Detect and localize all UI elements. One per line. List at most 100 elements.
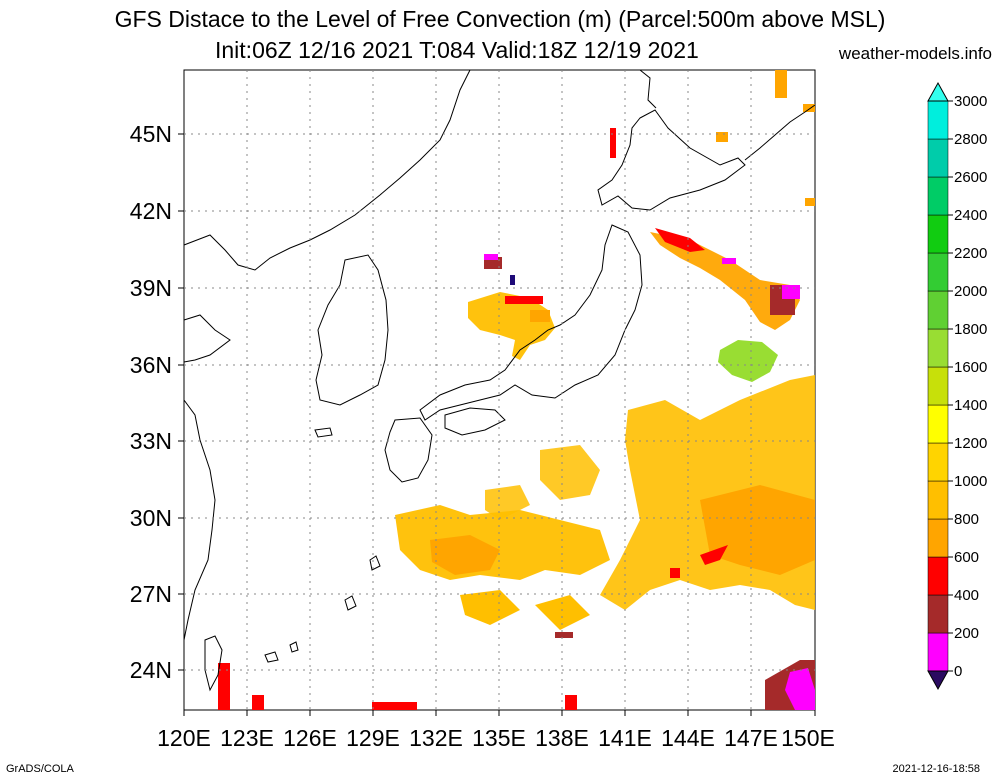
shade-top-orange3: [803, 104, 815, 112]
coast-ryukyu4: [289, 641, 299, 653]
colorbar-label: 2600: [954, 169, 987, 186]
lon-tick-label: 147E: [724, 725, 778, 751]
colorbar-label: 3000: [954, 93, 987, 110]
colorbar-label: 0: [954, 663, 962, 680]
shade-mid-scatter: [540, 445, 600, 500]
shade-south-core: [430, 535, 500, 575]
shade-sw-red4: [565, 695, 577, 710]
coast-kurils: [744, 104, 816, 161]
lon-tick-label: 135E: [472, 725, 526, 751]
shade-red-patch: [505, 296, 543, 304]
colorbar-label: 1200: [954, 435, 987, 452]
lat-tick-label: 24N: [130, 657, 172, 683]
colorbar-label: 200: [954, 625, 979, 642]
shade-sw-red3: [372, 702, 417, 710]
colorbar-label: 2400: [954, 207, 987, 224]
lat-tick-label: 30N: [130, 505, 172, 531]
coast-china: [183, 314, 231, 363]
colorbar-segment: [927, 594, 949, 634]
shade-top-orange: [716, 132, 728, 142]
coast-mainland: [183, 69, 471, 271]
shade-south-scatter: [460, 590, 520, 625]
lat-tick-label: 36N: [130, 352, 172, 378]
colorbar-segment: [927, 518, 949, 558]
colorbar-segment: [927, 290, 949, 330]
shade-green-blob: [718, 340, 778, 382]
lat-tick-label: 39N: [130, 275, 172, 301]
shade-east-core: [700, 485, 815, 575]
colorbar-segment: [927, 632, 949, 672]
coast-ryukyu1: [344, 595, 357, 611]
lon-labels: 120E 123E 126E 129E 132E 135E 138E 141E …: [157, 725, 835, 751]
colorbar-label: 400: [954, 587, 979, 604]
grid-lines: [184, 70, 815, 710]
footer-timestamp: 2021-12-16-18:58: [892, 763, 980, 775]
colorbar-label: 1600: [954, 359, 987, 376]
colorbar-segment: [927, 138, 949, 178]
shade-ne-magenta: [782, 285, 800, 299]
shade-south-scatter2: [535, 595, 590, 630]
map-subtitle: Init:06Z 12/16 2021 T:084 Valid:18Z 12/1…: [215, 37, 699, 63]
colorbar-label: 2200: [954, 245, 987, 262]
shade-mid-scatter2: [485, 485, 530, 520]
lat-tick-label: 42N: [130, 198, 172, 224]
lon-tick-label: 120E: [157, 725, 211, 751]
colorbar-segment: [927, 404, 949, 444]
site-credit: weather-models.info: [838, 44, 992, 63]
footer-software: GrADS/COLA: [6, 763, 74, 775]
coast-china-south: [183, 399, 216, 641]
colorbar-segment: [927, 252, 949, 292]
shade-central-japan: [468, 292, 555, 360]
shade-top-orange4: [805, 198, 815, 206]
colorbar-segment: [927, 176, 949, 216]
coast-hokkaido: [597, 109, 746, 211]
map-title: GFS Distace to the Level of Free Convect…: [114, 6, 886, 32]
colorbar-label: 2000: [954, 283, 987, 300]
colorbar: 0 200 400 600 800 1000 1200 1400 1600 1800 2000 220…: [927, 81, 987, 691]
lon-tick-label: 132E: [409, 725, 463, 751]
colorbar-label: 1400: [954, 397, 987, 414]
colorbar-label: 1800: [954, 321, 987, 338]
colorbar-segment: [927, 442, 949, 482]
colorbar-low-arrow: [927, 670, 949, 691]
colorbar-high-arrow: [927, 81, 949, 102]
colorbar-label: 2800: [954, 131, 987, 148]
lat-labels: 24N 27N 30N 33N 36N 39N 42N 45N: [130, 121, 172, 683]
colorbar-label: 600: [954, 549, 979, 566]
lon-tick-label: 144E: [661, 725, 715, 751]
tick-marks: [178, 133, 816, 716]
lat-tick-label: 33N: [130, 428, 172, 454]
colorbar-segment: [927, 100, 949, 140]
shade-se-magenta: [785, 668, 815, 710]
lat-tick-label: 45N: [130, 121, 172, 147]
coast-ryukyu3: [264, 651, 279, 663]
colorbar-segment: [927, 480, 949, 520]
shade-sw-red1: [218, 663, 230, 710]
shade-east-red2: [670, 568, 680, 578]
coast-korea: [315, 254, 389, 406]
data-shading: [218, 70, 815, 710]
colorbar-label: 800: [954, 511, 979, 528]
shade-orange-patch: [530, 310, 550, 322]
coastlines: [183, 69, 816, 692]
lon-tick-label: 126E: [283, 725, 337, 751]
coast-sakhalin: [639, 69, 657, 109]
shade-purple-patch: [510, 275, 515, 285]
shade-magenta-patch: [484, 254, 498, 260]
colorbar-segment: [927, 328, 949, 368]
shade-top-orange2: [775, 70, 787, 98]
coast-jeju: [314, 427, 333, 438]
lon-tick-label: 150E: [781, 725, 835, 751]
lon-tick-label: 123E: [220, 725, 274, 751]
lat-tick-label: 27N: [130, 581, 172, 607]
shade-east-red: [700, 545, 728, 565]
colorbar-segment: [927, 214, 949, 254]
shade-sw-red2: [252, 695, 264, 710]
colorbar-segment: [927, 366, 949, 406]
colorbar-segment: [927, 556, 949, 596]
lon-tick-label: 138E: [535, 725, 589, 751]
shade-ne-band: [650, 232, 800, 330]
shade-ne-red: [655, 228, 705, 252]
shade-sw-red5: [555, 632, 573, 638]
coast-shikoku: [444, 407, 506, 436]
